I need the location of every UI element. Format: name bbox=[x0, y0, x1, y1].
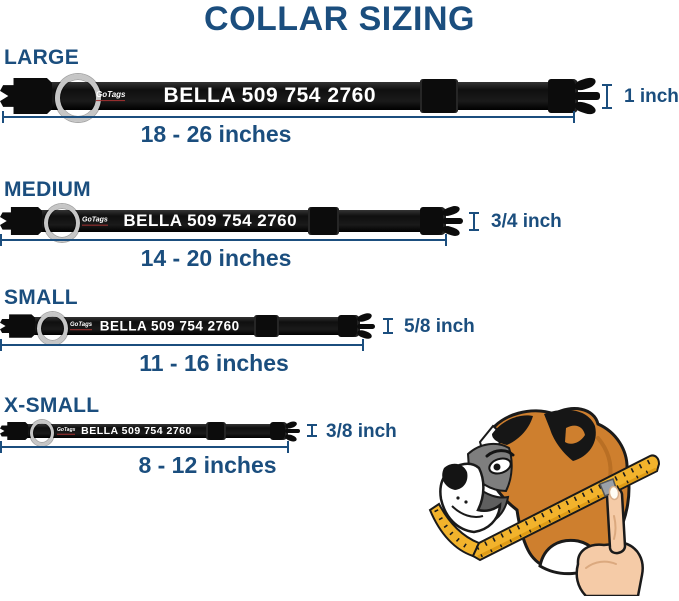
brand-logo: GoTags bbox=[70, 322, 93, 330]
brand-logo: GoTags bbox=[57, 426, 76, 435]
length-range-xsmall: 8 - 12 inches bbox=[138, 452, 277, 478]
buckle-prong-icon bbox=[357, 323, 375, 329]
width-label-large: 1 inch bbox=[624, 86, 679, 107]
row-label-xsmall: X-SMALL bbox=[4, 394, 100, 417]
length-range-large: 18 - 26 inches bbox=[140, 121, 292, 147]
length-range-small: 11 - 16 inches bbox=[139, 350, 289, 376]
width-measure-icon bbox=[383, 318, 393, 334]
buckle-prong-icon bbox=[441, 204, 461, 218]
collar-name-text: BELLA 509 754 2760 bbox=[81, 425, 192, 437]
buckle-prong-icon bbox=[574, 92, 600, 100]
buckle-prong-icon bbox=[356, 311, 373, 324]
length-measure-line bbox=[0, 441, 289, 453]
collar-graphic-small: GoTags BELLA 509 754 2760 bbox=[0, 311, 375, 345]
triglide-slider-icon bbox=[420, 78, 458, 114]
collar-name-text: BELLA 509 754 2760 bbox=[99, 318, 240, 334]
brand-logo: GoTags bbox=[82, 216, 108, 226]
page-title: COLLAR SIZING bbox=[204, 0, 475, 38]
buckle-female-icon bbox=[0, 314, 35, 338]
buckle-prong-icon bbox=[284, 420, 298, 430]
row-label-medium: MEDIUM bbox=[4, 178, 91, 201]
buckle-female-icon bbox=[0, 206, 42, 236]
buckle-prong-icon bbox=[285, 429, 300, 433]
length-measure-line bbox=[0, 234, 447, 246]
hand-icon bbox=[575, 478, 644, 598]
brand-logo: GoTags bbox=[96, 90, 126, 101]
length-range-medium: 14 - 20 inches bbox=[140, 245, 292, 271]
triglide-slider-icon bbox=[206, 422, 226, 440]
row-label-small: SMALL bbox=[4, 286, 78, 309]
d-ring-icon bbox=[55, 74, 101, 122]
buckle-prong-icon bbox=[572, 99, 598, 117]
width-measure-icon bbox=[469, 212, 479, 231]
width-label-xsmall: 3/8 inch bbox=[326, 421, 397, 442]
collar-graphic-xsmall: GoTags BELLA 509 754 2760 bbox=[0, 420, 300, 446]
buckle-male-icon bbox=[338, 314, 360, 338]
buckle-female-icon bbox=[0, 77, 52, 115]
dog-head-icon bbox=[439, 407, 631, 576]
length-measure-line bbox=[0, 339, 364, 351]
d-ring-icon bbox=[44, 204, 80, 242]
collar-name-text: BELLA 509 754 2760 bbox=[123, 211, 298, 230]
triglide-slider-icon bbox=[254, 314, 279, 338]
length-measure-line bbox=[2, 111, 575, 123]
collar-strap bbox=[14, 82, 570, 110]
collar-graphic-large: GoTags BELLA 509 754 2760 bbox=[0, 74, 600, 122]
buckle-male-icon bbox=[548, 78, 578, 114]
buckle-prong-icon bbox=[572, 75, 598, 93]
d-ring-icon bbox=[30, 420, 54, 446]
width-measure-icon bbox=[307, 424, 317, 437]
buckle-female-icon bbox=[0, 421, 28, 441]
collar-name-text: BELLA 509 754 2760 bbox=[163, 84, 377, 107]
d-ring-icon bbox=[37, 312, 68, 345]
triglide-slider-icon bbox=[308, 207, 339, 235]
collar-graphic-medium: GoTags BELLA 509 754 2760 bbox=[0, 204, 463, 242]
width-label-small: 5/8 inch bbox=[404, 316, 475, 337]
dog-measuring-illustration bbox=[428, 398, 679, 598]
row-label-large: LARGE bbox=[4, 46, 79, 69]
width-measure-icon bbox=[602, 84, 612, 109]
buckle-prong-icon bbox=[442, 218, 463, 224]
buckle-prong-icon bbox=[356, 328, 373, 341]
buckle-male-icon bbox=[270, 422, 288, 440]
width-label-medium: 3/4 inch bbox=[491, 211, 562, 232]
